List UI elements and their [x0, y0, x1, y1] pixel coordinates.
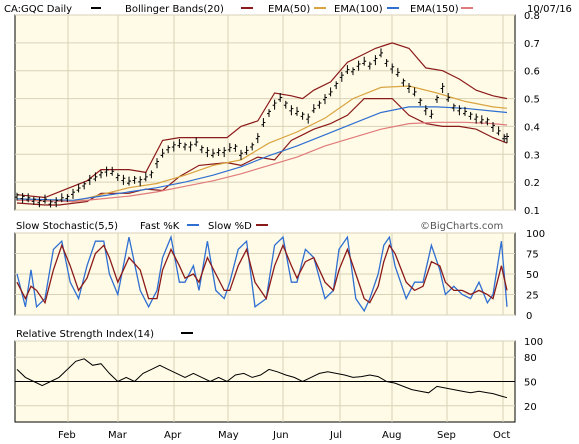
- month-tick-label: Jun: [272, 430, 289, 441]
- stochastic-tick-label: 75: [526, 250, 539, 261]
- rsi-grid: [15, 340, 515, 422]
- series-line-slow-d: [16, 243, 508, 305]
- price-series: [15, 42, 509, 208]
- rsi-tick-label: 50: [524, 378, 537, 389]
- month-tick-label: Jul: [329, 430, 342, 441]
- stochastic-tick-label: 25: [526, 291, 539, 302]
- legend-ema150: EMA(150): [410, 4, 459, 15]
- rsi-series: [16, 358, 508, 399]
- stochastic-tick-label: 100: [526, 229, 545, 240]
- rsi-title: Relative Strength Index(14): [16, 329, 154, 340]
- month-tick-label: Sep: [437, 430, 456, 441]
- chart-date: 10/07/16: [527, 4, 572, 15]
- price-y-axis: 0.1 0.2 0.3 0.4 0.5 0.6 0.7 0.8: [524, 11, 540, 217]
- symbol-label: CA:GQC Daily: [4, 4, 72, 15]
- legend-bollinger: Bollinger Bands(20): [125, 4, 224, 15]
- price-tick-label: 0.6: [524, 67, 540, 78]
- month-tick-label: May: [218, 430, 239, 441]
- series-line-ema-150-: [16, 121, 508, 203]
- watermark: ©BigCharts.com: [420, 221, 503, 232]
- stochastic-grid: [15, 232, 515, 316]
- price-tick-label: 0.8: [524, 11, 540, 22]
- month-tick-label: Aug: [382, 430, 402, 441]
- legend-fast-k: Fast %K: [140, 221, 180, 232]
- legend-slow-d: Slow %D: [208, 221, 252, 232]
- month-tick-label: Mar: [108, 430, 128, 441]
- series-line-rsi: [16, 358, 508, 399]
- x-axis-months: Feb Mar Apr May Jun Jul Aug Sep Oct: [58, 430, 510, 441]
- month-tick-label: Feb: [58, 430, 76, 441]
- stochastic-title: Slow Stochastic(5,5): [16, 221, 118, 232]
- price-tick-label: 0.7: [524, 39, 540, 50]
- rsi-tick-label: 20: [524, 402, 537, 413]
- series-line-ema-50-: [16, 85, 508, 203]
- stochastic-y-axis: 0 25 50 75 100: [526, 229, 545, 322]
- stochastic-tick-label: 0: [526, 311, 532, 322]
- rsi-tick-label: 100: [524, 337, 543, 348]
- series-line-bollinger-upper: [16, 42, 508, 199]
- price-tick-label: 0.3: [524, 150, 540, 161]
- rsi-y-axis: 20 50 80 100: [524, 337, 543, 413]
- price-tick-label: 0.5: [524, 95, 540, 106]
- price-tick-label: 0.1: [524, 206, 540, 217]
- price-tick-label: 0.4: [524, 122, 540, 133]
- price-grid: [15, 14, 515, 211]
- series-line-ema-100-: [16, 106, 508, 201]
- month-tick-label: Apr: [164, 430, 182, 441]
- stochastic-tick-label: 50: [526, 270, 539, 281]
- price-tick-label: 0.2: [524, 178, 540, 189]
- stochastic-series: [16, 234, 508, 313]
- month-tick-label: Oct: [493, 430, 510, 441]
- legend-ema100: EMA(100): [334, 4, 383, 15]
- legend-ema50: EMA(50): [268, 4, 310, 15]
- rsi-tick-label: 80: [524, 353, 537, 364]
